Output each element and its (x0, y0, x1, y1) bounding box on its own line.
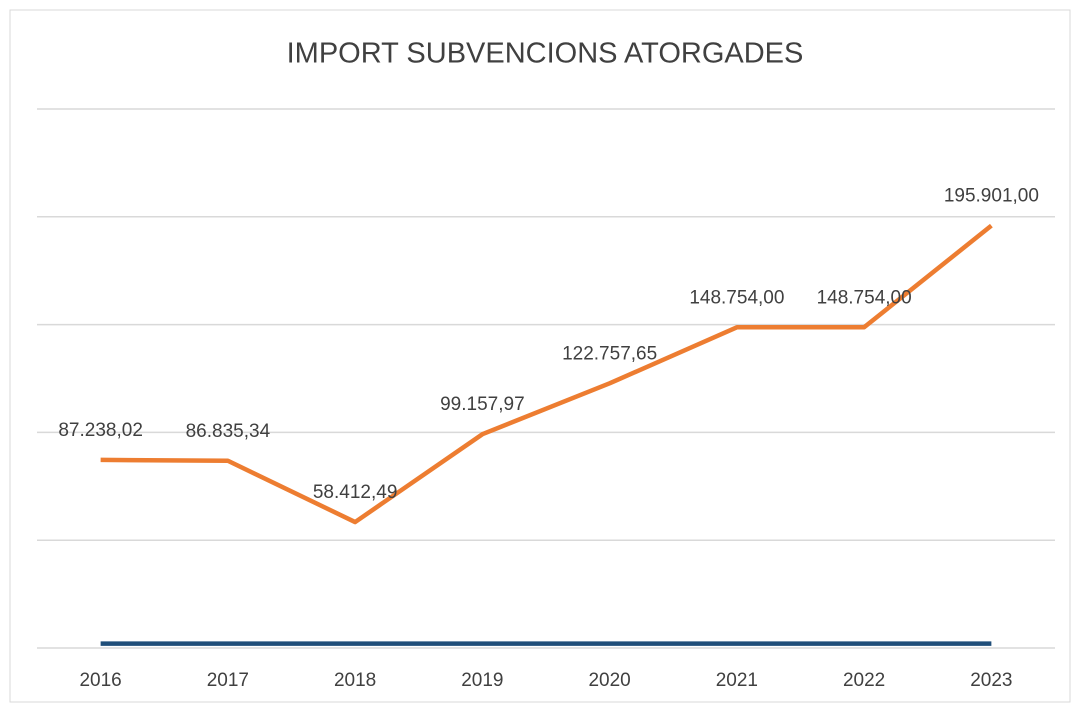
data-label: 86.835,34 (186, 421, 271, 442)
x-tick-label: 2023 (970, 670, 1012, 691)
x-tick-label: 2018 (334, 670, 376, 691)
x-tick-label: 2022 (843, 670, 885, 691)
line-series (100, 223, 993, 525)
x-tick-label: 2016 (79, 670, 121, 691)
data-label: 148.754,00 (689, 287, 784, 308)
x-tick-label: 2021 (716, 670, 758, 691)
chart-frame (9, 9, 1071, 703)
x-tick-label: 2020 (588, 670, 630, 691)
data-label: 58.412,49 (313, 482, 398, 503)
data-label: 195.901,00 (944, 186, 1039, 207)
x-tick-label: 2017 (207, 670, 249, 691)
x-tick-label: 2019 (461, 670, 503, 691)
data-label: 148.754,00 (817, 287, 912, 308)
chart-title: IMPORT SUBVENCIONS ATORGADES (287, 38, 804, 70)
data-label: 87.238,02 (58, 420, 143, 441)
data-label: 99.157,97 (440, 394, 525, 415)
data-label: 122.757,65 (562, 343, 657, 364)
